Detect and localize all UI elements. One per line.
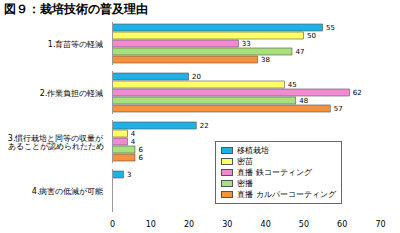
svg-text:70: 70 [375,220,385,229]
html-text:図９：栽培技術の普及理由: 図９：栽培技術の普及理由 [4,2,148,16]
svg-text:3: 3 [127,171,131,179]
svg-text:4: 4 [131,138,136,146]
svg-text:40: 40 [261,220,271,229]
svg-text:20: 20 [184,220,194,229]
svg-text:4: 4 [131,130,136,138]
html-text:直播 カルパーコーティング: 直播 カルパーコーティング [237,190,336,199]
svg-text:57: 57 [334,105,343,113]
svg-text:33: 33 [242,40,251,48]
svg-text:47: 47 [295,48,304,56]
svg-text:1.育苗等の軽減: 1.育苗等の軽減 [48,40,104,49]
svg-text:48: 48 [299,97,308,105]
html-text:移植栽培: 移植栽培 [237,146,269,155]
svg-text:50: 50 [299,220,309,229]
svg-text:22: 22 [200,122,209,130]
svg-text:6: 6 [138,146,143,154]
html-text:直播 鉄コーティング: 直播 鉄コーティング [237,168,312,177]
svg-text:0: 0 [110,220,115,229]
svg-text:2.作業負担の軽減: 2.作業負担の軽減 [40,89,104,98]
svg-text:45: 45 [288,81,297,89]
svg-text:50: 50 [307,32,316,40]
svg-text:30: 30 [222,220,232,229]
svg-text:4.病害の低減が可能: 4.病害の低減が可能 [32,187,104,196]
svg-text:20: 20 [192,73,201,81]
svg-text:55: 55 [326,24,335,32]
html-text:密播: 密播 [237,179,253,188]
svg-text:38: 38 [261,56,270,64]
svg-text:3.慣行栽培と同等の収量があることが認められたため: 3.慣行栽培と同等の収量があることが認められたため [8,134,105,151]
svg-text:10: 10 [146,220,156,229]
html-text:密苗: 密苗 [237,157,253,166]
svg-text:60: 60 [337,220,347,229]
svg-text:62: 62 [353,89,362,97]
svg-text:6: 6 [138,154,143,162]
